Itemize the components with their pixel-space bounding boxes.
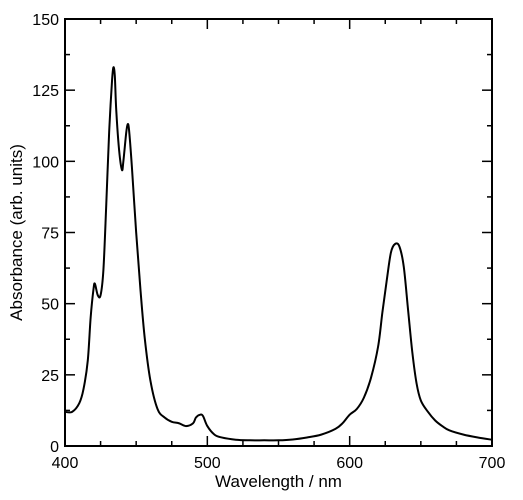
tick-labels: 400 500 600 700 0 25 50 75 100 125 150 — [32, 12, 505, 472]
y-tick-label: 125 — [32, 83, 59, 100]
y-tick-label: 25 — [41, 368, 59, 385]
axis-ticks — [64, 18, 493, 447]
y-axis-title: Absorbance (arb. units) — [7, 144, 26, 321]
x-tick-label: 700 — [479, 455, 506, 472]
y-tick-label: 150 — [32, 12, 59, 29]
y-tick-label: 100 — [32, 154, 59, 171]
y-tick-label: 75 — [41, 226, 59, 243]
plot-frame — [64, 18, 493, 447]
spectrum-line — [64, 66, 493, 442]
x-tick-label: 400 — [52, 455, 79, 472]
x-tick-label: 500 — [194, 455, 221, 472]
x-tick-label: 600 — [336, 455, 363, 472]
y-tick-label: 50 — [41, 297, 59, 314]
plot-area — [64, 66, 493, 442]
x-axis-title: Wavelength / nm — [215, 472, 342, 491]
y-tick-label: 0 — [50, 439, 59, 456]
